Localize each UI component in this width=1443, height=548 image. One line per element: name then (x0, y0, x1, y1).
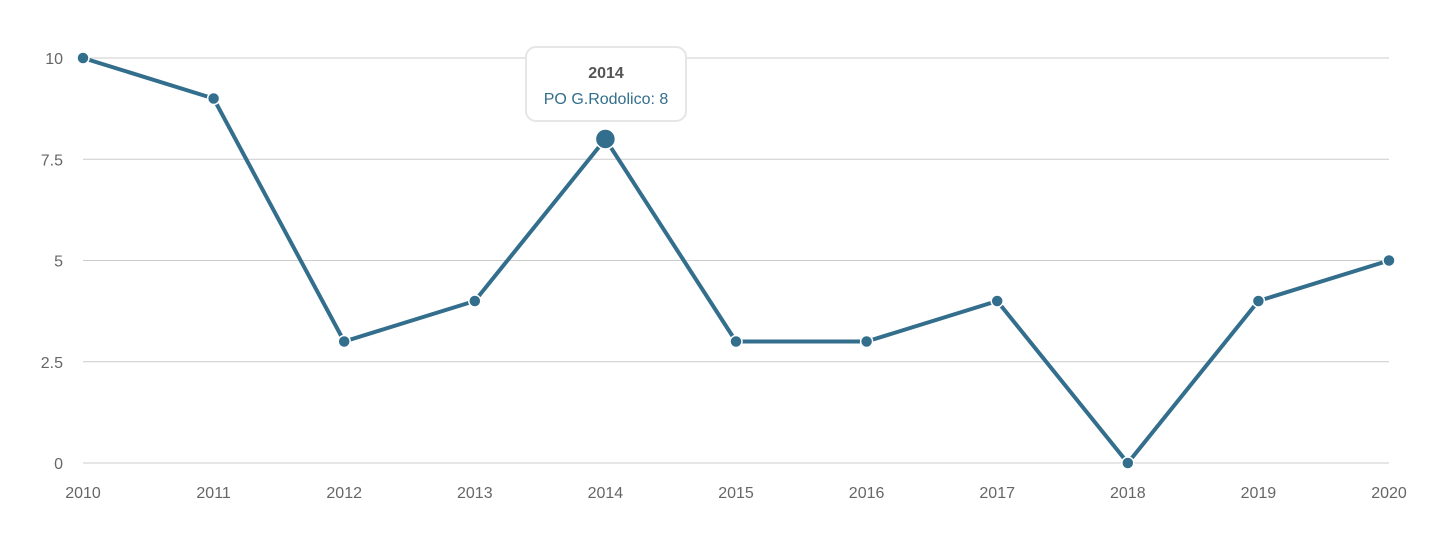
data-point[interactable] (1382, 253, 1396, 268)
data-point-highlighted[interactable] (594, 128, 617, 150)
x-tick-label: 2018 (1110, 485, 1146, 502)
x-tick-label: 2013 (457, 485, 493, 502)
x-tick-label: 2014 (588, 485, 624, 502)
y-tick-label: 7.5 (41, 152, 63, 169)
y-tick-label: 0 (54, 456, 63, 473)
data-point[interactable] (76, 51, 90, 65)
x-tick-label: 2016 (849, 485, 885, 502)
tooltip-title: 2014 (588, 65, 624, 82)
data-points (76, 51, 1396, 470)
y-axis-tick-labels: 0 2.5 5 7.5 10 (41, 51, 63, 473)
tooltip-box (525, 46, 687, 122)
y-tick-label: 5 (54, 254, 63, 271)
data-point[interactable] (990, 294, 1004, 308)
data-point[interactable] (337, 334, 351, 349)
x-tick-label: 2017 (979, 485, 1015, 502)
data-point[interactable] (1121, 456, 1135, 470)
data-point[interactable] (859, 334, 874, 349)
grid-lines (83, 57, 1389, 464)
y-tick-label: 10 (45, 51, 63, 68)
x-tick-label: 2019 (1241, 485, 1277, 502)
x-tick-label: 2012 (326, 485, 362, 502)
x-tick-label: 2020 (1371, 485, 1407, 502)
x-tick-label: 2015 (718, 485, 754, 502)
y-tick-label: 2.5 (41, 355, 63, 372)
x-tick-label: 2010 (65, 485, 101, 502)
x-axis-tick-labels: 2010 2011 2012 2013 2014 2015 2016 2017 2018 2019… (65, 485, 1407, 502)
x-tick-label: 2011 (196, 485, 231, 502)
data-point[interactable] (468, 294, 482, 308)
tooltip: 2014 PO G.Rodolico: 8 (525, 46, 687, 122)
data-point[interactable] (206, 91, 221, 106)
data-point[interactable] (1251, 294, 1266, 308)
tooltip-value: PO G.Rodolico: 8 (544, 91, 669, 108)
data-point[interactable] (729, 334, 743, 349)
